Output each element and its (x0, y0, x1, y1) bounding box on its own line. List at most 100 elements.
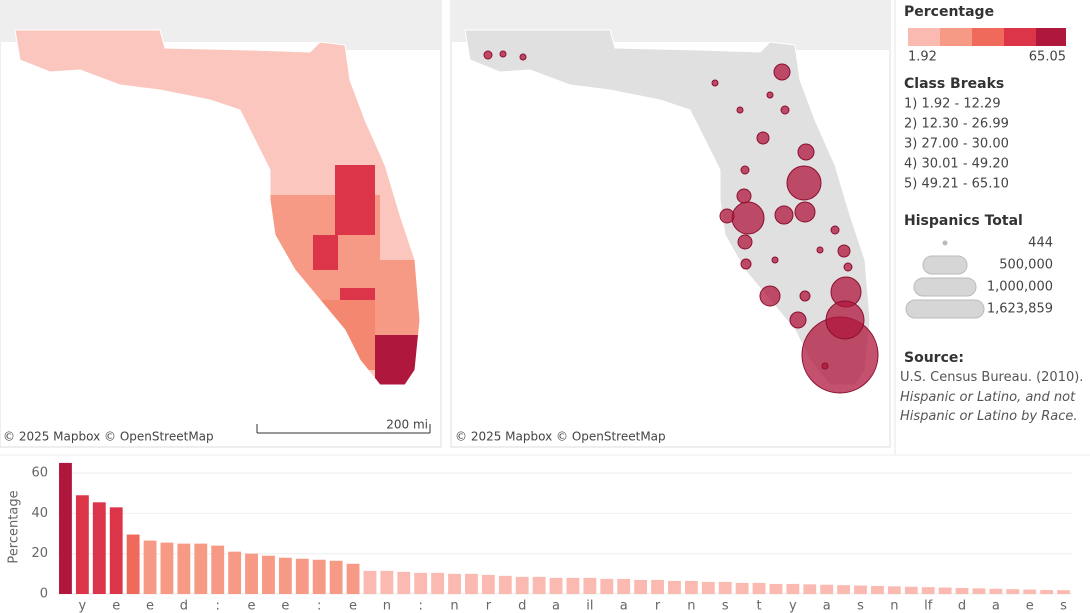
bubble (759, 285, 781, 307)
bubble (773, 63, 791, 81)
legend-swatch (1004, 28, 1036, 46)
bar (752, 582, 766, 594)
bubble (794, 201, 816, 223)
x-tick-label: a (823, 599, 831, 613)
x-tick-label: il (586, 599, 593, 613)
x-tick-label: lf (924, 599, 933, 613)
bubble (719, 208, 735, 224)
class-break: 1) 1.92 - 12.29 (904, 97, 1001, 112)
bubble (825, 300, 865, 340)
size-swatch (942, 240, 948, 246)
bar (431, 572, 445, 594)
bar (211, 545, 225, 594)
legend-title: Class Breaks (904, 76, 1004, 92)
bar (600, 578, 614, 594)
bar (498, 575, 512, 594)
bar (1006, 589, 1020, 594)
bar (820, 584, 834, 594)
bar (549, 577, 563, 594)
x-tick-label: y (79, 599, 87, 613)
bubble (786, 165, 822, 201)
bar (769, 583, 783, 594)
bar (1040, 589, 1054, 594)
bar (515, 576, 529, 594)
bar (668, 580, 681, 594)
source-title-italic: Hispanic or Latino, and not Hispanic or … (900, 389, 1078, 425)
legend: Percentage 1.92 65.05 Class Breaks 1) 1.… (894, 0, 1066, 455)
legend-swatch (1036, 28, 1066, 46)
x-tick-label: r (655, 599, 661, 613)
bubble (519, 53, 527, 61)
bubble (740, 258, 752, 270)
bar (262, 555, 275, 594)
y-axis-title: Percentage (7, 490, 22, 563)
bar (651, 579, 664, 594)
bar (1057, 590, 1070, 594)
bar (414, 572, 428, 594)
x-tick-label: e (146, 599, 154, 613)
bar (972, 588, 986, 594)
size-swatch (913, 277, 977, 297)
x-tick-label: n (890, 599, 898, 613)
bar (59, 462, 72, 594)
bar (160, 542, 174, 594)
bubble (797, 143, 815, 161)
bubble (731, 201, 765, 235)
bar (684, 580, 698, 594)
bar (75, 495, 89, 594)
bar (617, 578, 631, 594)
bubble (766, 91, 774, 99)
bar (938, 587, 952, 594)
y-tick-label: 60 (31, 466, 48, 481)
bar (177, 543, 191, 594)
x-tick-label: n (450, 599, 458, 613)
x-tick-label: d (958, 599, 966, 613)
bubble (843, 262, 853, 272)
y-tick-label: 20 (31, 546, 48, 561)
x-tick-label: d (518, 599, 526, 613)
bubble (837, 244, 851, 258)
scale-label: 200 mi (386, 418, 428, 432)
x-tick-label: n (383, 599, 391, 613)
bar (904, 586, 918, 594)
bar (1023, 589, 1037, 594)
bar (194, 543, 208, 594)
x-tick-label: e (112, 599, 120, 613)
bubble (736, 106, 744, 114)
bar (955, 587, 969, 594)
bar (701, 581, 715, 594)
bar (887, 586, 901, 594)
x-tick-label: r (486, 599, 492, 613)
right-map[interactable]: © 2025 Mapbox © OpenStreetMap (450, 0, 891, 448)
class-break: 2) 12.30 - 26.99 (904, 117, 1009, 132)
bubble (821, 362, 829, 370)
bubble (771, 256, 779, 264)
x-tick-label: t (756, 599, 761, 613)
bar (481, 574, 495, 594)
x-tick-label: : (419, 599, 423, 613)
bar (718, 581, 732, 594)
bar (989, 588, 1003, 594)
bar (295, 558, 309, 594)
bar (566, 577, 580, 594)
size-label: 500,000 (999, 258, 1053, 273)
left-map[interactable]: © 2025 Mapbox © OpenStreetMap 200 mi (0, 0, 442, 448)
bar (465, 573, 478, 594)
legend-swatch (972, 28, 1004, 46)
bar (786, 583, 800, 594)
bar (837, 585, 851, 594)
x-tick-label: e (1026, 599, 1034, 613)
bubble (756, 131, 770, 145)
legend-max: 65.05 (1029, 50, 1066, 65)
bar (921, 587, 935, 594)
x-tick-label: a (552, 599, 560, 613)
bar (245, 553, 258, 594)
bar (583, 577, 597, 594)
map-attribution: © 2025 Mapbox © OpenStreetMap (455, 430, 666, 444)
bar (854, 585, 867, 594)
state-outline (14, 29, 421, 386)
bar (634, 579, 648, 594)
bubble (740, 165, 750, 175)
x-tick-label: s (857, 599, 864, 613)
